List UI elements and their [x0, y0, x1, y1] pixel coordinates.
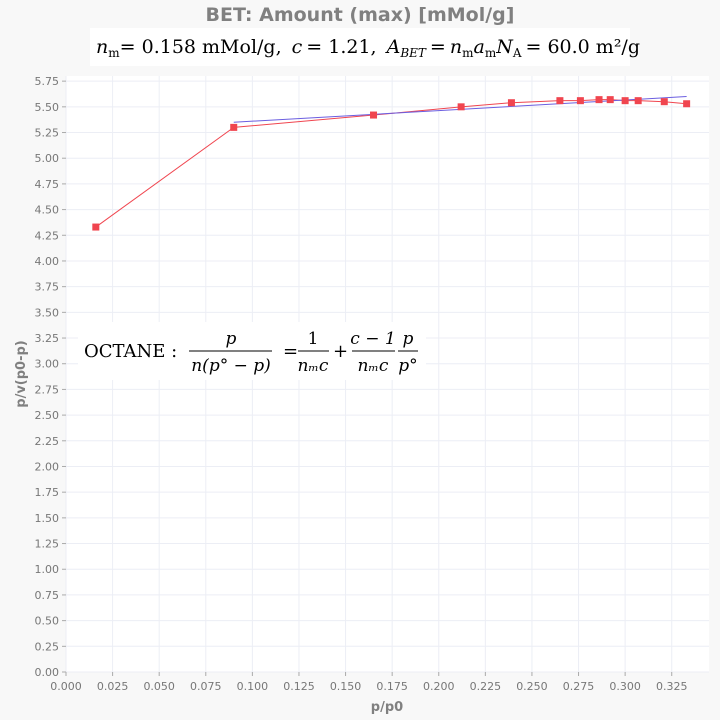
plus-sign: + [333, 341, 348, 362]
x-tick-label: 0.000 [50, 680, 82, 693]
x-tick-label: 0.250 [516, 680, 548, 693]
data-point [634, 97, 642, 105]
data-point [660, 98, 668, 106]
x-tick-label: 0.025 [97, 680, 129, 693]
frac2-den: nₘc [298, 356, 329, 376]
chart-title: BET: Amount (max) [mMol/g] [206, 4, 515, 26]
y-tick-label: 2.75 [35, 383, 60, 396]
x-tick-label: 0.325 [656, 680, 688, 693]
series-layer [92, 96, 691, 231]
frac4-num: p [403, 329, 414, 349]
data-point [621, 97, 629, 105]
y-tick-label: 2.50 [35, 409, 60, 422]
y-tick-label: 0.75 [35, 589, 60, 602]
y-tick-label: 5.50 [35, 101, 60, 114]
data-point [683, 100, 691, 108]
frac1-num: p [226, 329, 237, 349]
data-point [457, 103, 465, 111]
data-point [595, 96, 603, 104]
y-tick-label: 3.25 [35, 332, 60, 345]
frac3-num: c − 1 [350, 329, 395, 349]
x-ticks: 0.000 0.025 0.050 0.075 0.100 0.125 0.150 0.175… [50, 672, 687, 693]
frac2-num: 1 [308, 329, 319, 349]
y-tick-label: 4.00 [35, 255, 60, 268]
y-tick-label: 3.75 [35, 281, 60, 294]
x-tick-label: 0.125 [283, 680, 315, 693]
y-tick-label: 5.25 [35, 127, 60, 140]
y-tick-label: 0.50 [35, 615, 60, 628]
bet-equation: OCTANE : p n(p° − p) = 1 nₘc + c − 1 nₘc… [84, 329, 418, 376]
x-tick-label: 0.275 [563, 680, 595, 693]
data-point [507, 99, 515, 107]
y-tick-label: 1.75 [35, 486, 60, 499]
x-tick-label: 0.075 [190, 680, 222, 693]
x-tick-label: 0.200 [423, 680, 455, 693]
x-tick-label: 0.050 [143, 680, 175, 693]
x-tick-label: 0.150 [330, 680, 362, 693]
y-tick-label: 4.50 [35, 204, 60, 217]
c-value: = 1.21, [306, 36, 376, 58]
y-tick-label: 1.50 [35, 512, 60, 525]
y-ticks: 0.00 0.25 0.50 0.75 1.00 1.25 1.50 1.75 2.00 2.25… [35, 75, 66, 679]
y-tick-label: 4.25 [35, 229, 60, 242]
equals-sign: = [283, 341, 298, 362]
y-tick-label: 1.25 [35, 538, 60, 551]
y-tick-label: 3.00 [35, 358, 60, 371]
y-tick-label: 2.25 [35, 435, 60, 448]
frac1-den: n(p° − p) [191, 356, 271, 376]
data-point [92, 223, 100, 231]
data-point [556, 97, 564, 105]
abet-value: = 60.0 m²/g [526, 36, 641, 58]
nm-value: = 0.158 mMol/g, [120, 36, 282, 58]
subtitle-box [90, 28, 630, 66]
x-tick-label: 0.300 [609, 680, 641, 693]
data-point [230, 123, 238, 131]
y-tick-label: 3.50 [35, 306, 60, 319]
x-tick-label: 0.225 [470, 680, 502, 693]
data-point [370, 111, 378, 119]
y-tick-label: 5.75 [35, 75, 60, 88]
annotation-label: OCTANE : [84, 341, 177, 362]
chart-subtitle: nm= 0.158 mMol/g, c = 1.21, ABET = nmamNA = 60… [96, 36, 640, 60]
y-tick-label: 0.00 [35, 666, 60, 679]
data-point [606, 96, 614, 104]
y-axis-title: p/v(p0-p) [14, 340, 29, 407]
data-point [576, 97, 584, 105]
y-tick-label: 4.75 [35, 178, 60, 191]
frac3-den: nₘc [358, 356, 389, 376]
x-tick-label: 0.175 [376, 680, 408, 693]
x-axis-title: p/p0 [371, 700, 403, 715]
y-tick-label: 2.00 [35, 460, 60, 473]
y-tick-label: 1.00 [35, 563, 60, 576]
frac4-den: p° [398, 356, 417, 376]
x-tick-label: 0.100 [237, 680, 269, 693]
y-tick-label: 0.25 [35, 640, 60, 653]
y-tick-label: 5.00 [35, 152, 60, 165]
